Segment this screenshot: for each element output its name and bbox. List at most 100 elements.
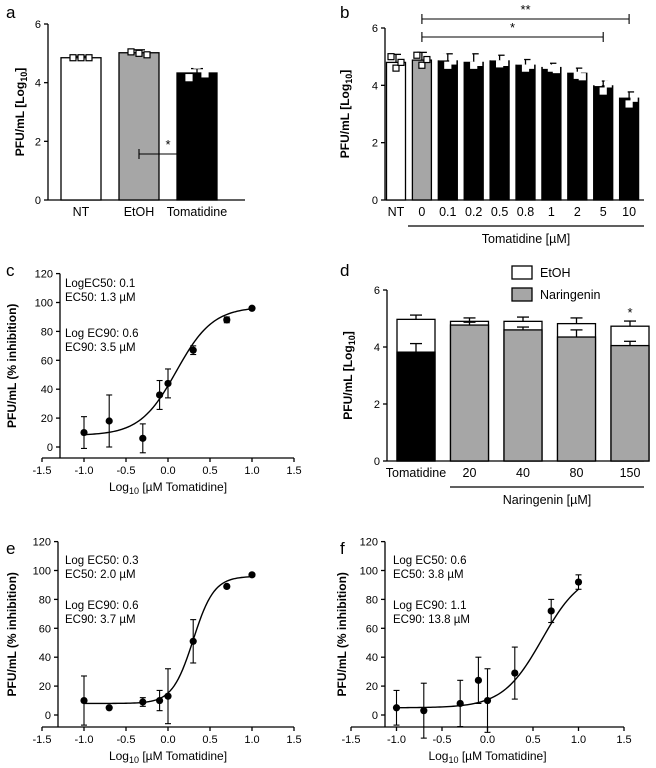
x-tick-label: -1.5	[33, 465, 52, 477]
replicate-point	[135, 49, 143, 57]
bar-naringenin	[610, 344, 650, 462]
y-axis-title-d: PFU/mL [Log10]	[341, 331, 357, 419]
replicate-point	[465, 50, 473, 58]
replicate-point	[552, 65, 561, 74]
x-title-end: [µM Tomatidine]	[458, 749, 546, 763]
y-axis-title-a: PFU/mL [Log10]	[13, 68, 29, 156]
y-title-sub: 10	[19, 72, 29, 82]
x-title-sub: 10	[129, 486, 139, 496]
y-tick-label: 80	[366, 594, 378, 606]
data-point	[156, 696, 164, 705]
replicate-point	[620, 88, 628, 97]
y-title-main: PFU/mL [Log	[338, 84, 352, 158]
y-axis-title-f: PFU/mL (% inhibition)	[335, 572, 349, 696]
panel-letter-f: f	[340, 539, 345, 558]
data-point	[547, 607, 555, 615]
x-title-end: [µM Tomatidine]	[139, 480, 227, 494]
category-label: 150	[620, 466, 641, 480]
panel-e: e 0 20 40 60 80 100 120 -1.5 -1.0 -0.5 0.0 0.5 1.0 1.5…	[5, 537, 302, 765]
y-tick-label: 80	[41, 326, 53, 338]
x-title-sub: 10	[448, 755, 458, 765]
y-tick-label: 2	[374, 399, 380, 411]
x-tick-label: -1.0	[75, 734, 94, 746]
replicate-point	[392, 64, 400, 72]
y-tick-label: 0	[47, 442, 53, 454]
x-tick-label: 0.5	[202, 465, 217, 477]
replicate-point	[143, 51, 151, 59]
x-tick-label: 1.5	[286, 465, 301, 477]
annotation-text: Log EC50: 0.3	[65, 555, 139, 567]
replicate-point	[387, 53, 395, 61]
panel-letter-e: e	[6, 539, 15, 558]
x-tick-label: 1.0	[244, 465, 259, 477]
category-label: EtOH	[124, 205, 155, 219]
replicate-point	[193, 61, 201, 69]
data-point	[420, 707, 428, 715]
y-tick-label: 20	[366, 681, 378, 693]
y-tick-label: 100	[35, 298, 53, 310]
significance-label: *	[510, 20, 515, 35]
x-title-sub: 10	[129, 755, 139, 765]
y-tick-label: 0	[372, 195, 378, 207]
panel-c: c 0 20 40 60 80 100 120 -1.5 -1.0 -0.5 0.0 0.5 1.0 1.5…	[5, 261, 302, 496]
replicate-point	[594, 78, 602, 87]
category-label: 10	[622, 205, 636, 219]
replicate-point	[444, 61, 452, 69]
y-tick-label: 6	[374, 285, 380, 297]
replicate-point	[423, 55, 431, 64]
y-tick-label: 20	[39, 681, 51, 693]
replicate-point	[475, 58, 483, 67]
group-label: Naringenin [µM]	[503, 493, 592, 507]
data-point	[474, 676, 482, 684]
replicate-point	[578, 73, 586, 81]
x-tick-label: -0.5	[117, 465, 136, 477]
replicate-point	[491, 53, 499, 61]
data-point	[189, 346, 197, 354]
bar	[437, 60, 458, 201]
bar	[618, 97, 640, 201]
category-label: 5	[600, 205, 607, 219]
data-point	[105, 417, 113, 425]
x-tick-label: 1.5	[616, 734, 631, 746]
y-title-end: ]	[338, 70, 352, 74]
y-tick-label: 6	[372, 23, 378, 35]
annotation-text: EC50: 2.0 µM	[65, 569, 136, 581]
annotation-text: Log EC90: 0.6	[65, 328, 139, 340]
category-label: 20	[463, 466, 477, 480]
data-point	[248, 571, 256, 579]
y-tick-label: 60	[41, 355, 53, 367]
annotation-text: EC50: 3.8 µM	[393, 569, 464, 581]
replicate-point	[449, 57, 457, 65]
replicate-point	[625, 100, 633, 108]
data-point	[511, 669, 519, 677]
category-label: 0	[418, 205, 425, 219]
replicate-point	[501, 58, 509, 67]
x-tick-label: 0.0	[480, 734, 495, 746]
category-label: Tomatidine	[386, 466, 446, 480]
y-tick-label: 0	[374, 456, 380, 468]
data-point	[105, 704, 113, 712]
y-tick-label: 4	[372, 80, 378, 92]
y-tick-label: 2	[35, 136, 41, 148]
bar	[176, 72, 218, 201]
legend-swatch	[511, 265, 533, 280]
data-point	[574, 578, 583, 586]
panel-letter-b: b	[340, 3, 349, 22]
bar	[385, 61, 407, 201]
category-label: 0.8	[517, 205, 534, 219]
data-point	[139, 434, 147, 442]
annotation-text: LogEC50: 0.1	[65, 278, 135, 290]
bar	[118, 52, 160, 201]
y-tick-label: 0	[35, 195, 41, 207]
legend-swatch	[511, 287, 533, 302]
annotation-text: EC50: 1.3 µM	[65, 292, 136, 304]
bar	[515, 64, 536, 201]
y-title-end: ]	[341, 331, 355, 335]
replicate-point	[201, 70, 209, 78]
data-point	[223, 582, 231, 590]
significance-mark: *	[627, 305, 632, 320]
data-point	[156, 391, 164, 399]
y-tick-label: 120	[35, 269, 53, 281]
